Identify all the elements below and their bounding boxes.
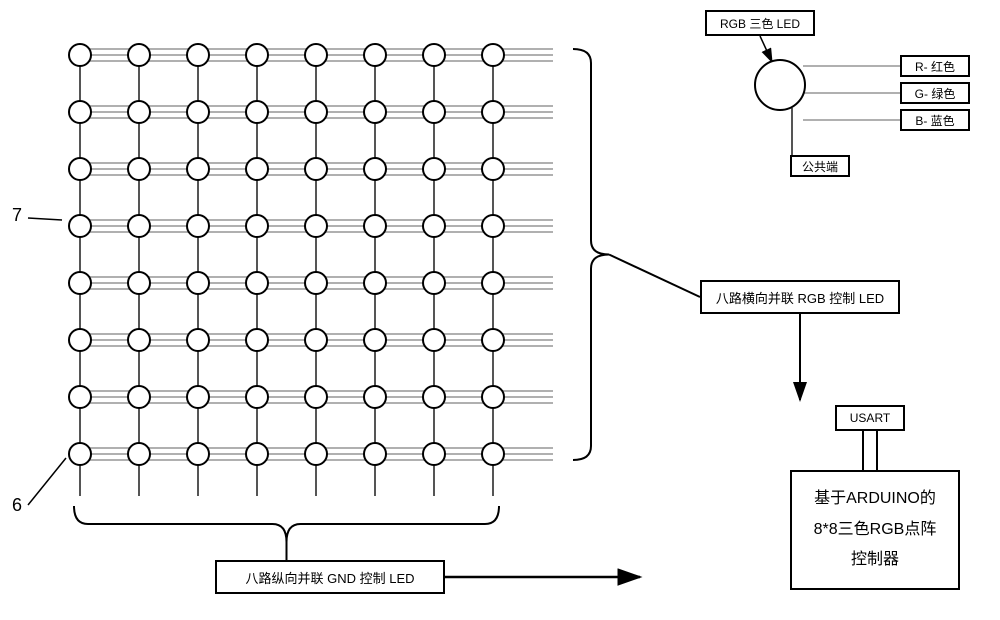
controller-line1: 基于ARDUINO的 <box>814 484 936 514</box>
callout-6: 6 <box>12 495 22 516</box>
controller-line3: 控制器 <box>851 545 899 575</box>
lead-label-r: R- 红色 <box>900 55 970 77</box>
usart-box: USART <box>835 405 905 431</box>
controller-box: 基于ARDUINO的 8*8三色RGB点阵 控制器 <box>790 470 960 590</box>
lead-label-g: G- 绿色 <box>900 82 970 104</box>
horizontal-rgb-control-box: 八路横向并联 RGB 控制 LED <box>700 280 900 314</box>
rgb-led-legend-title: RGB 三色 LED <box>705 10 815 36</box>
callout-7: 7 <box>12 205 22 226</box>
vertical-gnd-control-box: 八路纵向并联 GND 控制 LED <box>215 560 445 594</box>
common-terminal-label: 公共端 <box>790 155 850 177</box>
controller-line2: 8*8三色RGB点阵 <box>814 515 937 545</box>
lead-label-b: B- 蓝色 <box>900 109 970 131</box>
